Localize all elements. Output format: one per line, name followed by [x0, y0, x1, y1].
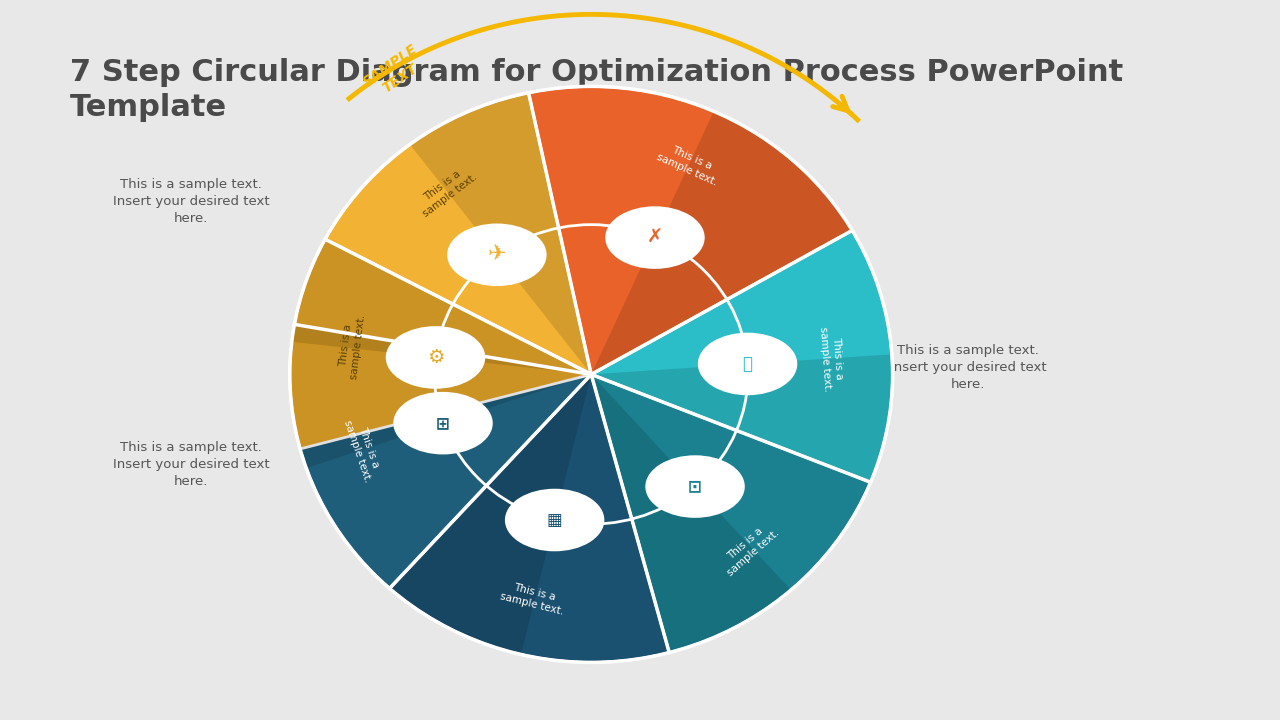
Polygon shape	[289, 325, 591, 468]
Text: SAMPLE
TEXT: SAMPLE TEXT	[361, 42, 430, 102]
Polygon shape	[591, 230, 892, 482]
Polygon shape	[289, 239, 591, 449]
Text: This is a
sample text.: This is a sample text.	[413, 162, 479, 219]
Polygon shape	[389, 374, 669, 662]
Circle shape	[448, 225, 545, 285]
Circle shape	[506, 490, 603, 550]
Text: 7 Step Circular Diagram for Optimization Process PowerPoint
Template: 7 Step Circular Diagram for Optimization…	[69, 58, 1123, 122]
Circle shape	[607, 207, 704, 268]
Circle shape	[387, 327, 484, 387]
Text: This is a sample text.
Insert your desired text
here.: This is a sample text. Insert your desir…	[113, 441, 270, 488]
Polygon shape	[389, 374, 591, 654]
Text: ⎙: ⎙	[742, 355, 753, 373]
Circle shape	[699, 333, 796, 394]
Text: ✈: ✈	[488, 245, 506, 265]
Circle shape	[394, 393, 492, 454]
Polygon shape	[325, 93, 591, 374]
Polygon shape	[289, 325, 591, 588]
Polygon shape	[292, 239, 591, 374]
Polygon shape	[591, 354, 892, 482]
Text: ⊞: ⊞	[436, 414, 451, 432]
Polygon shape	[410, 93, 591, 374]
Text: ▦: ▦	[547, 511, 562, 529]
Text: This is a
sample text.: This is a sample text.	[818, 325, 845, 392]
Polygon shape	[591, 374, 870, 652]
Text: This is a sample text.
Insert your desired text
here.: This is a sample text. Insert your desir…	[890, 343, 1046, 391]
Polygon shape	[591, 374, 791, 652]
Text: ⚙: ⚙	[426, 348, 444, 367]
Text: This is a
sample text.: This is a sample text.	[655, 140, 723, 187]
Text: This is a sample text.
Insert your desired text
here.: This is a sample text. Insert your desir…	[113, 178, 270, 225]
Text: This is a
sample text.: This is a sample text.	[717, 518, 781, 578]
Text: ⊡: ⊡	[689, 477, 701, 495]
Polygon shape	[591, 112, 852, 374]
Text: This is a
sample text.: This is a sample text.	[498, 579, 567, 617]
Text: ✗: ✗	[646, 228, 663, 247]
Text: This is a
sample text.: This is a sample text.	[342, 415, 384, 484]
Circle shape	[646, 456, 744, 517]
Polygon shape	[529, 86, 852, 374]
Text: This is a
sample text.: This is a sample text.	[337, 312, 367, 380]
